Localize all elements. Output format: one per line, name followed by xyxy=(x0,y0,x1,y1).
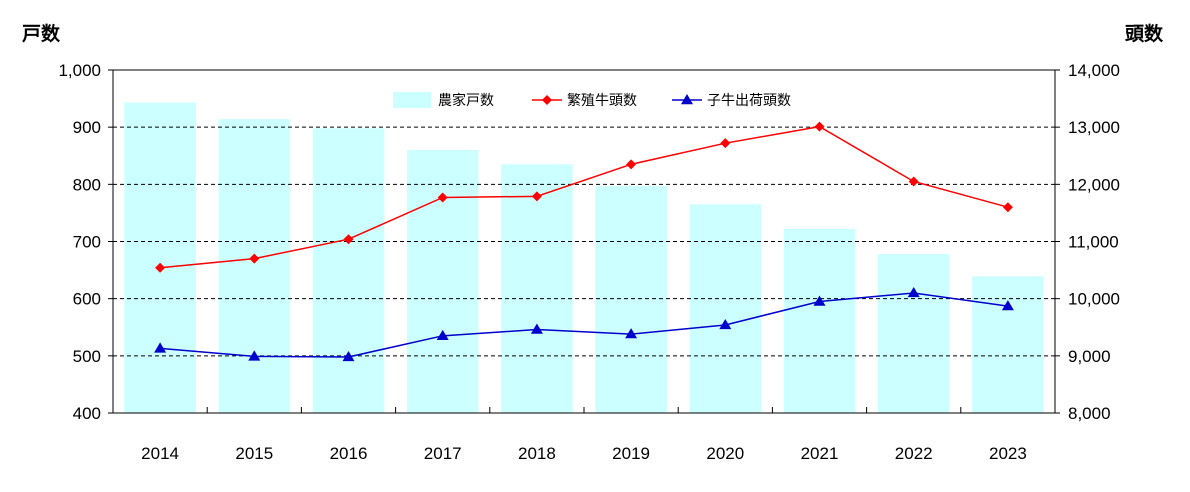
legend-label: 子牛出荷頭数 xyxy=(707,93,791,109)
bar-2021 xyxy=(783,228,856,413)
right-tick-label: 13,000 xyxy=(1068,118,1120,137)
point-diamond-2017 xyxy=(437,192,448,203)
x-tick-label: 2022 xyxy=(895,444,933,463)
point-diamond-2015 xyxy=(249,253,260,264)
legend: 農家戸数 繁殖牛頭数 子牛出荷頭数 xyxy=(393,92,791,109)
point-triangle-2023 xyxy=(1001,300,1014,311)
legend-marker-triangle xyxy=(681,94,693,105)
x-tick-label: 2014 xyxy=(141,444,179,463)
right-tick-label: 9,000 xyxy=(1068,347,1111,366)
right-tick-label: 10,000 xyxy=(1068,290,1120,309)
point-diamond-2023 xyxy=(1002,202,1013,213)
point-triangle-2014 xyxy=(154,342,167,353)
point-diamond-2016 xyxy=(343,234,354,245)
point-diamond-2020 xyxy=(720,138,731,149)
gridlines xyxy=(113,126,1055,357)
point-diamond-2018 xyxy=(531,191,542,202)
point-triangle-2020 xyxy=(719,318,732,330)
x-tick-label: 2018 xyxy=(518,444,556,463)
right-tick-label: 11,000 xyxy=(1068,233,1119,252)
point-diamond-2019 xyxy=(626,159,637,170)
x-tick-label: 2023 xyxy=(989,444,1027,463)
tick-labels: 400 8,000 500 9,000 600 10,000 700 11,000 800 12,… xyxy=(58,61,1120,463)
left-tick-label: 900 xyxy=(73,118,101,137)
line-2 xyxy=(160,292,1009,358)
right-tick-label: 12,000 xyxy=(1068,175,1120,194)
bar-2014 xyxy=(124,102,196,414)
left-tick-label: 600 xyxy=(73,290,101,309)
x-tick-label: 2021 xyxy=(801,444,839,463)
legend-label: 農家戸数 xyxy=(438,92,494,109)
left-tick-label: 1,000 xyxy=(58,61,101,80)
bars-layer xyxy=(124,102,1044,414)
bar-2016 xyxy=(312,128,385,413)
x-tick-label: 2019 xyxy=(612,444,650,463)
right-tick-label: 8,000 xyxy=(1068,404,1111,423)
left-tick-label: 500 xyxy=(73,347,101,366)
bar-2018 xyxy=(501,164,573,413)
bar-2015 xyxy=(218,119,291,413)
bar-2023 xyxy=(972,276,1044,413)
left-tick-label: 800 xyxy=(73,175,101,194)
x-tick-label: 2017 xyxy=(424,444,462,463)
x-tick-label: 2015 xyxy=(235,444,273,463)
left-axis-label: 戸数 xyxy=(22,22,61,45)
left-tick-label: 700 xyxy=(73,233,101,252)
left-tick-label: 400 xyxy=(73,404,101,423)
axes xyxy=(108,69,1060,414)
bar-2022 xyxy=(877,254,950,413)
bar-2017 xyxy=(406,150,479,414)
x-tick-label: 2016 xyxy=(330,444,368,463)
point-triangle-2019 xyxy=(625,328,638,339)
point-triangle-2018 xyxy=(530,323,543,334)
point-triangle-2022 xyxy=(907,286,920,298)
x-tick-label: 2020 xyxy=(706,444,744,463)
point-diamond-2014 xyxy=(155,262,166,273)
line-1 xyxy=(160,125,1009,269)
point-triangle-2021 xyxy=(813,295,826,306)
legend-swatch-bar xyxy=(393,92,431,108)
legend-marker-diamond xyxy=(542,95,552,105)
legend-label: 繁殖牛頭数 xyxy=(567,92,637,109)
bar-2020 xyxy=(689,204,762,413)
right-tick-label: 14,000 xyxy=(1068,61,1120,80)
lines-layer xyxy=(154,121,1014,362)
point-triangle-2015 xyxy=(248,350,261,361)
point-diamond-2022 xyxy=(908,176,919,187)
point-triangle-2016 xyxy=(342,350,355,362)
right-axis-label: 頭数 xyxy=(1125,22,1164,45)
point-diamond-2021 xyxy=(814,121,825,132)
point-triangle-2017 xyxy=(436,329,449,341)
bar-2019 xyxy=(595,186,667,413)
